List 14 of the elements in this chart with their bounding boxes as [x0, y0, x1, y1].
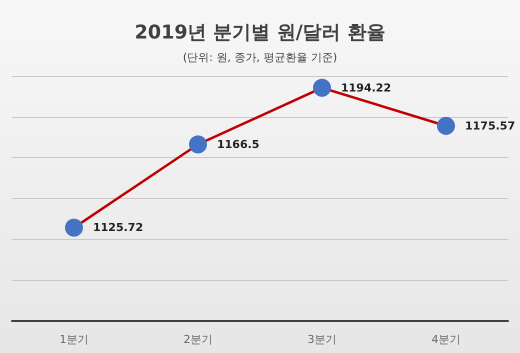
- point: [65, 218, 83, 237]
- x-tick-label: 3분기: [308, 333, 336, 346]
- point: [189, 135, 207, 154]
- data-label: 1125.72: [93, 221, 144, 234]
- x-tick-label: 1분기: [60, 333, 88, 346]
- x-tick-label: 2분기: [184, 333, 212, 346]
- data-label: 1175.57: [465, 119, 516, 132]
- point: [437, 116, 455, 135]
- x-tick-label: 4분기: [432, 333, 460, 346]
- data-label: 1166.5: [217, 138, 260, 151]
- point: [313, 78, 331, 97]
- data-label: 1194.22: [341, 81, 392, 94]
- chart-subtitle: (단위: 원, 종가, 평균환율 기준): [182, 51, 338, 64]
- chart-title: 2019년 분기별 원/달러 환율: [134, 22, 386, 44]
